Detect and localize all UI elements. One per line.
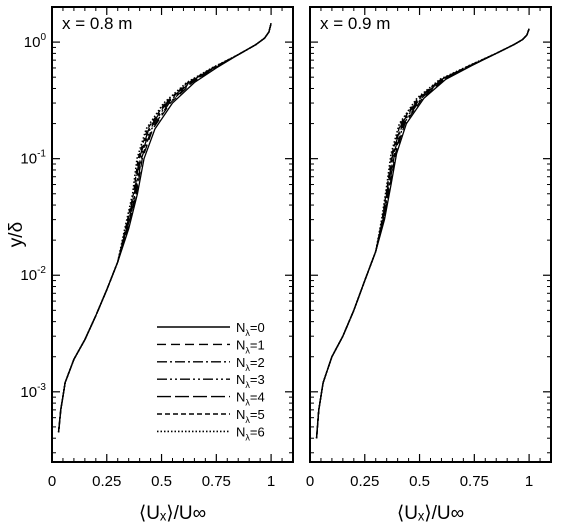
legend-subscript: λ xyxy=(245,345,250,355)
x-tick-label: 0.5 xyxy=(409,473,430,490)
x-tick-label: 0.75 xyxy=(460,473,489,490)
y-tick-exponent: -1 xyxy=(37,149,46,160)
legend-suffix: =0 xyxy=(250,320,265,335)
legend-suffix: =5 xyxy=(250,407,265,422)
y-tick-exponent: -2 xyxy=(37,265,46,276)
x-tick-label: 1 xyxy=(525,473,533,490)
legend-subscript: λ xyxy=(245,398,250,408)
x-tick-label: 1 xyxy=(267,473,275,490)
series-line-0 xyxy=(57,23,272,433)
x-tick-label: 0.75 xyxy=(202,473,231,490)
legend-name: N xyxy=(236,355,245,370)
series-line-5 xyxy=(315,28,530,439)
y-tick-exponent: -3 xyxy=(37,382,46,393)
legend-entry-1: Nλ=1 xyxy=(236,337,265,355)
legend-suffix: =2 xyxy=(250,355,265,370)
legend-name: N xyxy=(236,424,245,439)
x-axis-title: ⟨Uₓ⟩/U∞ xyxy=(139,503,206,524)
x-tick-label: 0.25 xyxy=(92,473,121,490)
legend-name: N xyxy=(236,407,245,422)
series-line-6 xyxy=(57,23,272,433)
x-tick-label: 0 xyxy=(306,473,314,490)
legend-entry-6: Nλ=6 xyxy=(236,424,265,442)
y-axis-title: y/δ xyxy=(6,222,27,247)
y-tick-label: 10-2 xyxy=(20,265,46,284)
legend-subscript: λ xyxy=(245,432,250,442)
legend-subscript: λ xyxy=(245,363,250,373)
legend-entry-4: Nλ=4 xyxy=(236,390,265,408)
y-tick-base: 10 xyxy=(20,384,37,401)
legend-name: N xyxy=(236,337,245,352)
y-tick-label: 100 xyxy=(24,32,47,51)
series-line-1 xyxy=(315,28,530,439)
series-line-0 xyxy=(315,28,530,439)
series-line-3 xyxy=(315,28,530,439)
series-line-2 xyxy=(315,28,530,439)
y-tick-exponent: 0 xyxy=(40,32,46,43)
legend-suffix: =1 xyxy=(250,337,265,352)
series-line-5 xyxy=(57,23,272,433)
x-axis-title: ⟨Uₓ⟩/U∞ xyxy=(397,503,464,524)
series-line-2 xyxy=(57,23,272,433)
series-line-6 xyxy=(315,28,530,439)
legend-name: N xyxy=(236,372,245,387)
y-tick-base: 10 xyxy=(20,267,37,284)
x-tick-label: 0 xyxy=(48,473,56,490)
series-line-4 xyxy=(315,28,530,439)
legend-entry-2: Nλ=2 xyxy=(236,355,265,373)
legend-subscript: λ xyxy=(245,380,250,390)
legend-suffix: =6 xyxy=(250,424,265,439)
panel-title: x = 0.9 m xyxy=(320,14,390,33)
legend-entry-3: Nλ=3 xyxy=(236,372,265,390)
x-tick-label: 0.25 xyxy=(350,473,379,490)
legend-subscript: λ xyxy=(245,415,250,425)
legend: Nλ=0Nλ=1Nλ=2Nλ=3Nλ=4Nλ=5Nλ=6 xyxy=(157,320,265,442)
legend-suffix: =3 xyxy=(250,372,265,387)
y-tick-label: 10-1 xyxy=(20,149,46,168)
x-tick-label: 0.5 xyxy=(151,473,172,490)
y-tick-base: 10 xyxy=(20,151,37,168)
y-tick-base: 10 xyxy=(24,34,41,51)
chart-panel-2: 0 0.25 0.5 0.75 1 x = 0.9 m ⟨Uₓ⟩/U∞ xyxy=(306,6,552,524)
legend-suffix: =4 xyxy=(250,390,265,405)
series-line-3 xyxy=(57,23,272,433)
legend-name: N xyxy=(236,320,245,335)
legend-entry-5: Nλ=5 xyxy=(236,407,265,425)
y-tick-label: 10-3 xyxy=(20,382,46,401)
series-line-1 xyxy=(57,23,272,433)
plot-frame xyxy=(309,6,552,463)
legend-name: N xyxy=(236,390,245,405)
series-line-4 xyxy=(57,23,272,433)
legend-entry-0: Nλ=0 xyxy=(236,320,265,338)
panel-title: x = 0.8 m xyxy=(62,14,132,33)
legend-subscript: λ xyxy=(245,328,250,338)
